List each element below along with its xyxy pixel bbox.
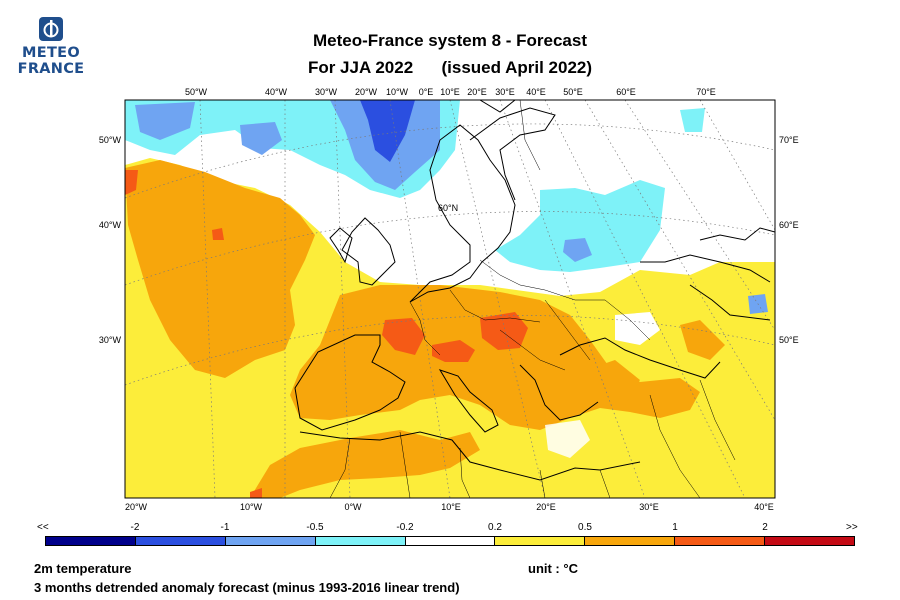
meteo-france-logo: METEO FRANCE	[16, 16, 86, 77]
top-lon-label: 50°W	[185, 87, 208, 97]
top-lon-label: 10°W	[386, 87, 409, 97]
colorbar-segment	[584, 537, 675, 545]
left-side-labels: 50°W 40°W 30°W	[99, 135, 122, 345]
top-lon-label: 40°E	[526, 87, 546, 97]
top-lon-label: 40°W	[265, 87, 288, 97]
colorbar-tick: -2	[130, 522, 140, 533]
top-lon-label: 0°E	[419, 87, 434, 97]
chart-subtitle: For JJA 2022 (issued April 2022)	[307, 58, 593, 77]
colorbar-tick: 0.5	[578, 522, 592, 533]
bottom-lon-label: 0°W	[344, 502, 362, 512]
top-lon-label: 50°E	[563, 87, 583, 97]
bottom-lon-label: 20°W	[125, 502, 148, 512]
logo-text-line2: FRANCE	[17, 61, 85, 77]
map-frame	[124, 99, 776, 499]
colorbar-right-arrow: >>	[846, 522, 858, 533]
top-lon-label: 10°E	[440, 87, 460, 97]
top-lon-label: 70°E	[696, 87, 716, 97]
bottom-lon-label: 10°E	[441, 502, 461, 512]
bottom-lon-label: 40°E	[754, 502, 774, 512]
right-side-labels: 70°E 60°E 50°E	[779, 135, 799, 345]
bottom-lon-label: 10°W	[240, 502, 263, 512]
colorbar-segment	[494, 537, 585, 545]
left-side-label: 40°W	[99, 220, 122, 230]
colorbar-tick: 2	[762, 522, 768, 533]
unit-label: unit : °C	[528, 561, 578, 576]
right-side-label: 50°E	[779, 335, 799, 345]
colorbar-segment	[46, 537, 135, 545]
colorbar-segment	[314, 537, 405, 545]
top-lon-label: 30°W	[315, 87, 338, 97]
bottom-lon-label: 30°E	[639, 502, 659, 512]
country-borders	[329, 100, 736, 498]
chart-title: Meteo-France system 8 - Forecast	[313, 31, 587, 50]
left-side-label: 50°W	[99, 135, 122, 145]
colorbar-segment	[674, 537, 765, 545]
coastlines	[294, 100, 775, 481]
colorbar-tick: -0.5	[306, 522, 324, 533]
colorbar-segment	[224, 537, 315, 545]
colorbar-tick: -0.2	[396, 522, 414, 533]
bottom-longitude-labels: 20°W 10°W 0°W 10°E 20°E 30°E 40°E	[125, 502, 774, 512]
top-lon-label: 20°W	[355, 87, 378, 97]
colorbar-tick: 0.2	[488, 522, 502, 533]
anomaly-field	[125, 100, 775, 498]
top-longitude-labels: 50°W 40°W 30°W 20°W 10°W 0°E 10°E 20°E 3…	[185, 87, 716, 97]
right-side-label: 70°E	[779, 135, 799, 145]
bottom-lon-label: 20°E	[536, 502, 556, 512]
description-label: 3 months detrended anomaly forecast (min…	[34, 580, 460, 595]
colorbar	[45, 536, 855, 546]
top-lon-label: 60°E	[616, 87, 636, 97]
inner-latitude-label: 60°N	[438, 203, 458, 213]
variable-label: 2m temperature	[34, 561, 132, 576]
left-side-label: 30°W	[99, 335, 122, 345]
right-side-label: 60°E	[779, 220, 799, 230]
colorbar-segment	[404, 537, 495, 545]
colorbar-segment	[764, 537, 855, 545]
top-lon-label: 20°E	[467, 87, 487, 97]
logo-emblem-icon	[39, 17, 63, 41]
colorbar-left-arrow: <<	[37, 522, 49, 533]
colorbar-segment	[134, 537, 225, 545]
top-lon-label: 30°E	[495, 87, 515, 97]
colorbar-tick: -1	[220, 522, 230, 533]
logo-text-line1: METEO	[22, 45, 80, 61]
colorbar-tick: 1	[672, 522, 678, 533]
